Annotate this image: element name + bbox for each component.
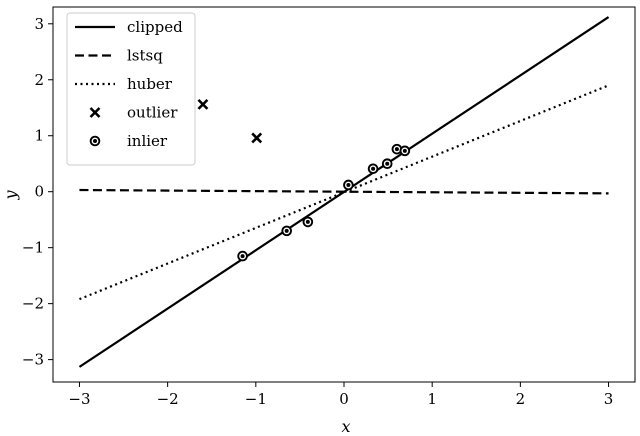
series-outlier-point: [251, 132, 263, 144]
series-inlier-point: [343, 179, 354, 191]
x-tick-label: 1: [427, 390, 437, 408]
series-inlier-point: [381, 158, 393, 170]
series-outlier-point: [197, 98, 209, 110]
legend-label-inlier: inlier: [127, 132, 168, 150]
inlier-marker-center: [394, 147, 399, 152]
y-tick-label: 1: [34, 127, 44, 145]
legend-box: [66, 12, 196, 166]
x-tick-label: 0: [339, 390, 349, 408]
outlier-marker-stroke: [251, 132, 263, 144]
legend-swatch-outlier: [89, 107, 101, 118]
series-inlier-point: [399, 145, 411, 157]
inlier-marker-center: [93, 139, 97, 143]
x-tick-label: 3: [604, 390, 614, 408]
x-axis-label: x: [341, 417, 350, 436]
x-tick-label: −2: [157, 390, 179, 408]
outlier-marker-stroke: [197, 98, 209, 110]
legend-label-outlier: outlier: [127, 104, 178, 122]
series-inlier-point: [237, 250, 248, 262]
axes-layer: −3 −2 −1 0 1 2 3 −3 −2 −1 0 1 2 3: [22, 15, 613, 408]
legend-label-huber: huber: [127, 75, 173, 93]
series-inlier-point: [367, 163, 379, 175]
y-tick-label: −3: [22, 351, 44, 369]
outlier-marker-stroke: [89, 107, 101, 118]
series-inlier-point: [281, 225, 292, 237]
legend-swatch-inlier: [89, 135, 101, 147]
inlier-marker-center: [305, 219, 310, 224]
inlier-marker-center: [284, 228, 289, 233]
y-tick-label: −1: [22, 239, 44, 257]
legend-label-lstsq: lstsq: [127, 47, 163, 65]
y-tick-label: 3: [34, 15, 44, 33]
series-inlier-point: [302, 216, 314, 228]
y-axis-label: y: [1, 190, 20, 201]
x-tick-label: −3: [68, 390, 90, 408]
series-lstsq-line: [79, 188, 609, 195]
y-tick-label: 0: [34, 183, 44, 201]
x-tick-label: −1: [245, 390, 267, 408]
y-tick-label: 2: [34, 71, 44, 89]
inlier-marker-center: [402, 148, 407, 153]
series-inlier-point: [391, 143, 403, 155]
y-tick-label: −2: [22, 295, 44, 313]
inlier-marker-center: [371, 166, 376, 171]
plot-layer: [78, 16, 610, 368]
inlier-marker-center: [346, 182, 351, 187]
legend: clipped lstsq huber outlier inlier: [66, 12, 196, 166]
legend-label-clipped: clipped: [127, 18, 183, 36]
inlier-marker-center: [385, 161, 390, 166]
series-huber-line: [79, 84, 609, 301]
x-tick-label: 2: [516, 390, 526, 408]
inlier-marker-center: [240, 254, 245, 259]
